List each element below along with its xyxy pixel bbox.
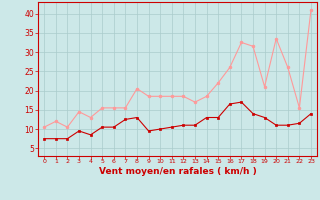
X-axis label: Vent moyen/en rafales ( km/h ): Vent moyen/en rafales ( km/h ): [99, 167, 256, 176]
